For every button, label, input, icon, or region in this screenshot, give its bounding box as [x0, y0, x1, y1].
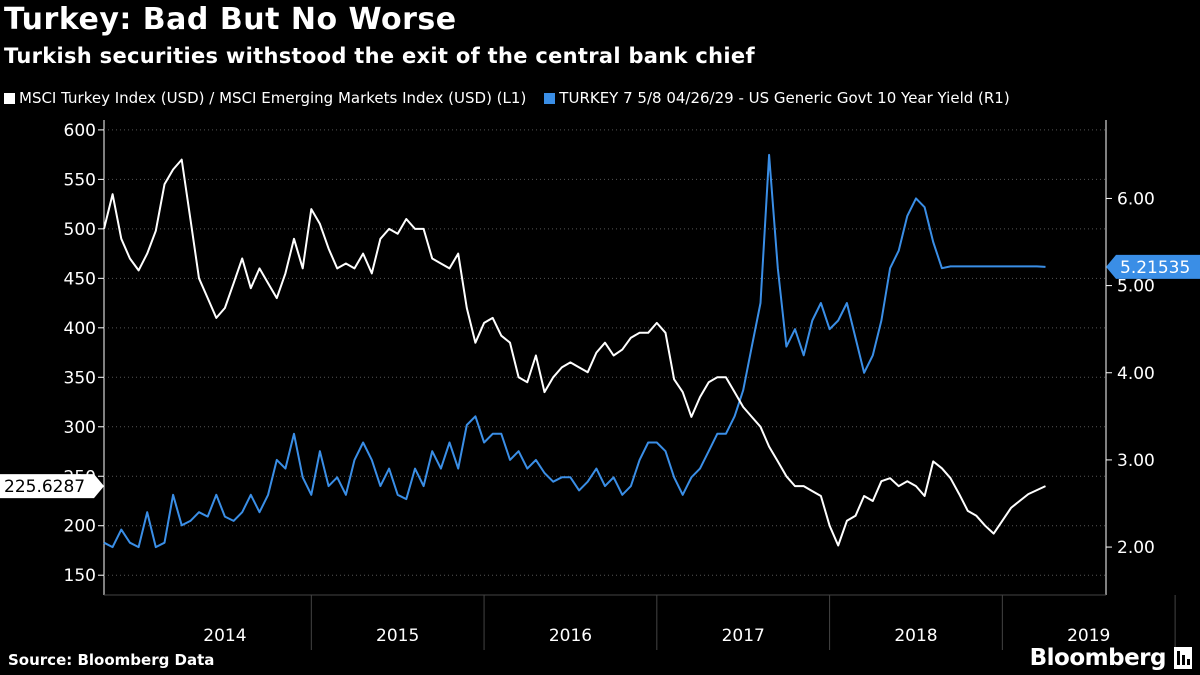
chart-subtitle: Turkish securities withstood the exit of… — [4, 44, 755, 68]
left-tick-label: 600 — [64, 121, 96, 141]
x-axis-year-label: 2017 — [722, 626, 765, 646]
left-tick-label: 150 — [64, 566, 96, 586]
left-tick-label: 550 — [64, 170, 96, 190]
left-tick-label: 300 — [64, 418, 96, 438]
source-note: Source: Bloomberg Data — [8, 651, 215, 669]
right-callout-text: 5.21535 — [1120, 258, 1190, 278]
x-axis-year-label: 2014 — [203, 626, 246, 646]
left-tick-label: 500 — [64, 220, 96, 240]
legend-item-turkey: TURKEY 7 5/8 04/26/29 - US Generic Govt … — [544, 89, 1010, 107]
right-callout-box — [1116, 254, 1200, 279]
left-tick-label: 350 — [64, 368, 96, 388]
left-callout-box — [0, 474, 94, 499]
legend: MSCI Turkey Index (USD) / MSCI Emerging … — [4, 89, 1010, 107]
left-tick-label: 400 — [64, 319, 96, 339]
legend-label-msci: MSCI Turkey Index (USD) / MSCI Emerging … — [19, 89, 527, 107]
right-tick-label: 3.00 — [1117, 451, 1155, 471]
left-tick-label: 200 — [64, 517, 96, 537]
legend-label-turkey: TURKEY 7 5/8 04/26/29 - US Generic Govt … — [559, 89, 1010, 107]
right-tick-label: 4.00 — [1117, 364, 1155, 384]
brand: Bloomberg — [1030, 645, 1192, 671]
series-line-msci-ratio — [103, 158, 1046, 547]
left-tick-label: 450 — [64, 269, 96, 289]
series-line-turkey-spread — [103, 153, 1046, 549]
chart-title: Turkey: Bad But No Worse — [4, 2, 457, 37]
bloomberg-terminal-icon — [1174, 647, 1192, 669]
x-axis-year-label: 2015 — [376, 626, 419, 646]
right-tick-label: 2.00 — [1117, 538, 1155, 558]
right-tick-label: 5.00 — [1117, 277, 1155, 297]
x-axis-year-label: 2019 — [1067, 626, 1110, 646]
x-axis-year-label: 2016 — [549, 626, 592, 646]
legend-swatch-white — [4, 92, 15, 104]
right-tick-label: 6.00 — [1117, 189, 1155, 209]
legend-swatch-blue — [544, 92, 556, 104]
brand-wordmark: Bloomberg — [1029, 645, 1167, 671]
left-callout-text: 225.6287 — [4, 477, 85, 497]
legend-item-msci: MSCI Turkey Index (USD) / MSCI Emerging … — [4, 89, 526, 107]
x-axis-year-label: 2018 — [894, 626, 937, 646]
left-callout-arrow — [94, 474, 104, 499]
right-callout-arrow — [1106, 254, 1116, 279]
